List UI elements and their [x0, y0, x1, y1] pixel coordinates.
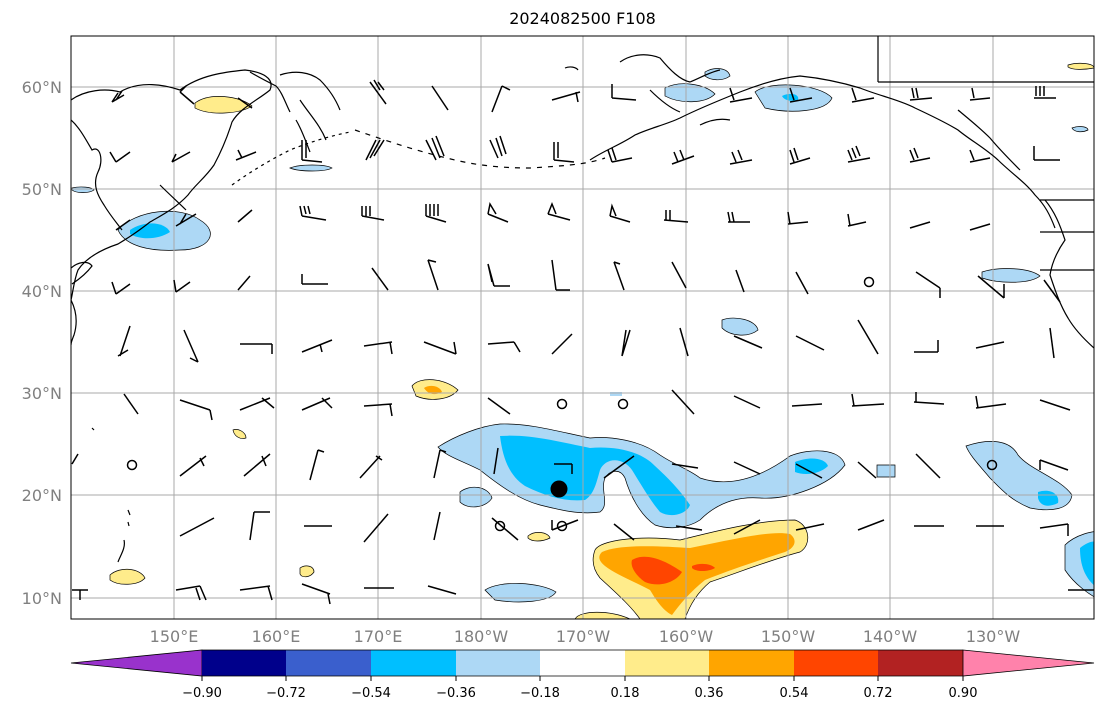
coastlines — [71, 36, 1094, 563]
colorbar-bin — [286, 650, 371, 676]
colorbar-tick-label: −0.90 — [182, 686, 222, 701]
colorbar-bin — [371, 650, 456, 676]
lon-label-170e: 170°E — [354, 627, 403, 646]
colorbar-extend-max — [962, 649, 1095, 677]
lat-label-10: 10°N — [22, 589, 62, 608]
lat-label-60: 60°N — [22, 78, 62, 97]
colorbar-bin — [709, 650, 794, 676]
lat-label-50: 50°N — [22, 180, 62, 199]
colorbar-tick-label: −0.36 — [436, 686, 476, 701]
colorbar-tick-label: 0.90 — [949, 686, 978, 701]
colorbar-bin — [625, 650, 709, 676]
colorbar-bin — [878, 650, 963, 676]
canada-border — [877, 36, 1094, 271]
colorbar-tick-label: 0.54 — [780, 686, 809, 701]
aleutian-arc — [354, 129, 606, 169]
colorbar-tick-label: 0.18 — [611, 686, 640, 701]
map-frame — [70, 35, 1095, 620]
lon-label-150w: 150°W — [761, 627, 816, 646]
lon-label-160e: 160°E — [252, 627, 301, 646]
shaded-field — [71, 62, 1094, 619]
calm-wind-markers — [126, 276, 998, 532]
lon-label-130w: 130°W — [966, 627, 1021, 646]
map-title: 2024082500 F108 — [509, 9, 656, 28]
colorbar-bin — [456, 650, 540, 676]
asia-coastline — [71, 69, 272, 301]
colorbar: −0.90 −0.72 −0.54 −0.36 −0.18 0.18 0.36 … — [70, 649, 1095, 701]
colorbar-bin — [540, 650, 625, 676]
colorbar-tick-label: −0.54 — [351, 686, 391, 701]
colorbar-tick-label: −0.72 — [266, 686, 306, 701]
colorbar-tick-label: −0.18 — [520, 686, 560, 701]
lon-label-150e: 150°E — [150, 627, 199, 646]
storm-center-marker — [550, 480, 568, 498]
lat-label-20: 20°N — [22, 486, 62, 505]
lat-label-40: 40°N — [22, 282, 62, 301]
alaska-coastline — [589, 75, 1056, 229]
lon-label-160w: 160°W — [659, 627, 714, 646]
longitude-labels: 150°E 160°E 170°E 180°W 170°W 160°W 150°… — [150, 627, 1021, 646]
gridlines — [71, 36, 1094, 619]
wind-barbs — [71, 79, 1094, 605]
latitude-labels: 60°N 50°N 40°N 30°N 20°N 10°N — [22, 78, 62, 608]
lon-label-170w: 170°W — [556, 627, 611, 646]
lon-label-180w: 180°W — [454, 627, 509, 646]
colorbar-tick-label: 0.72 — [864, 686, 893, 701]
colorbar-bin — [202, 650, 286, 676]
lat-label-30: 30°N — [22, 384, 62, 403]
colorbar-extend-min — [70, 649, 203, 677]
kuril-arc — [231, 131, 351, 186]
colorbar-tick-label: 0.36 — [695, 686, 724, 701]
lon-label-140w: 140°W — [863, 627, 918, 646]
colorbar-bin — [794, 650, 878, 676]
